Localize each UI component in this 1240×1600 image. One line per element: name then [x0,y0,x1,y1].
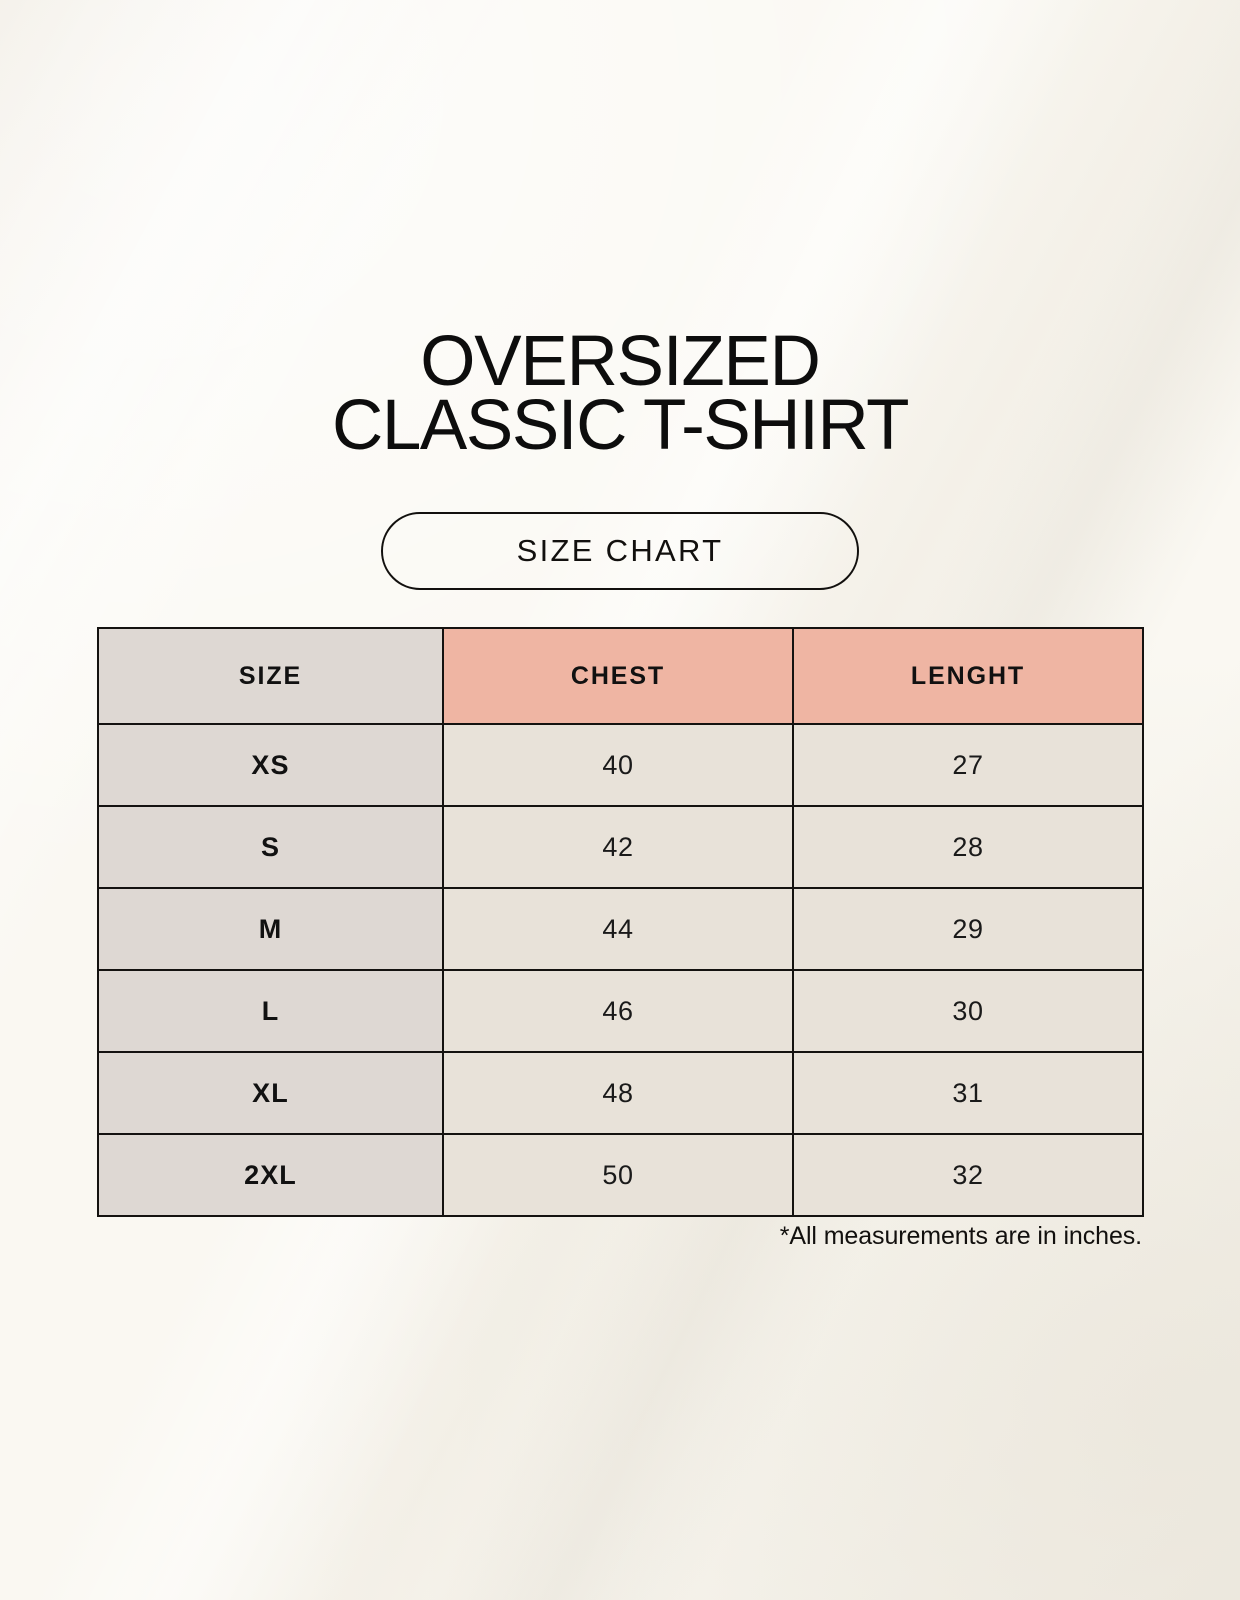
table-row: M 44 29 [97,887,1144,971]
row-chest-value: 50 [442,1133,794,1217]
table-row: XL 48 31 [97,1051,1144,1135]
table-header-row: SIZE CHEST LENGHT [97,627,1144,725]
column-header-length: LENGHT [792,627,1144,725]
size-chart-badge: SIZE CHART [381,512,859,590]
row-size-label: XL [97,1051,444,1135]
size-chart-table-wrap: SIZE CHEST LENGHT XS 40 27 S 42 28 M [97,627,1144,1217]
row-size-label: M [97,887,444,971]
column-header-chest: CHEST [442,627,794,725]
row-chest-value: 40 [442,723,794,807]
row-size-label: S [97,805,444,889]
row-size-label: XS [97,723,444,807]
title-line-2: CLASSIC T-SHIRT [331,386,909,465]
row-chest-value: 46 [442,969,794,1053]
table-row: L 46 30 [97,969,1144,1053]
column-header-size: SIZE [97,627,444,725]
row-size-label: 2XL [97,1133,444,1217]
title-line-1: OVERSIZED [420,322,821,401]
row-size-label: L [97,969,444,1053]
size-chart-badge-label: SIZE CHART [516,533,724,568]
measurement-units-note: *All measurements are in inches. [779,1222,1142,1250]
page-title: OVERSIZED CLASSIC T-SHIRT [0,322,1240,465]
table-row: S 42 28 [97,805,1144,889]
row-length-value: 30 [792,969,1144,1053]
row-length-value: 31 [792,1051,1144,1135]
size-chart-badge-wrap: SIZE CHART [0,512,1240,590]
row-length-value: 32 [792,1133,1144,1217]
size-chart-table: SIZE CHEST LENGHT XS 40 27 S 42 28 M [97,627,1144,1217]
table-row: 2XL 50 32 [97,1133,1144,1217]
row-length-value: 29 [792,887,1144,971]
row-length-value: 27 [792,723,1144,807]
row-chest-value: 48 [442,1051,794,1135]
row-chest-value: 42 [442,805,794,889]
table-row: XS 40 27 [97,723,1144,807]
row-length-value: 28 [792,805,1144,889]
row-chest-value: 44 [442,887,794,971]
